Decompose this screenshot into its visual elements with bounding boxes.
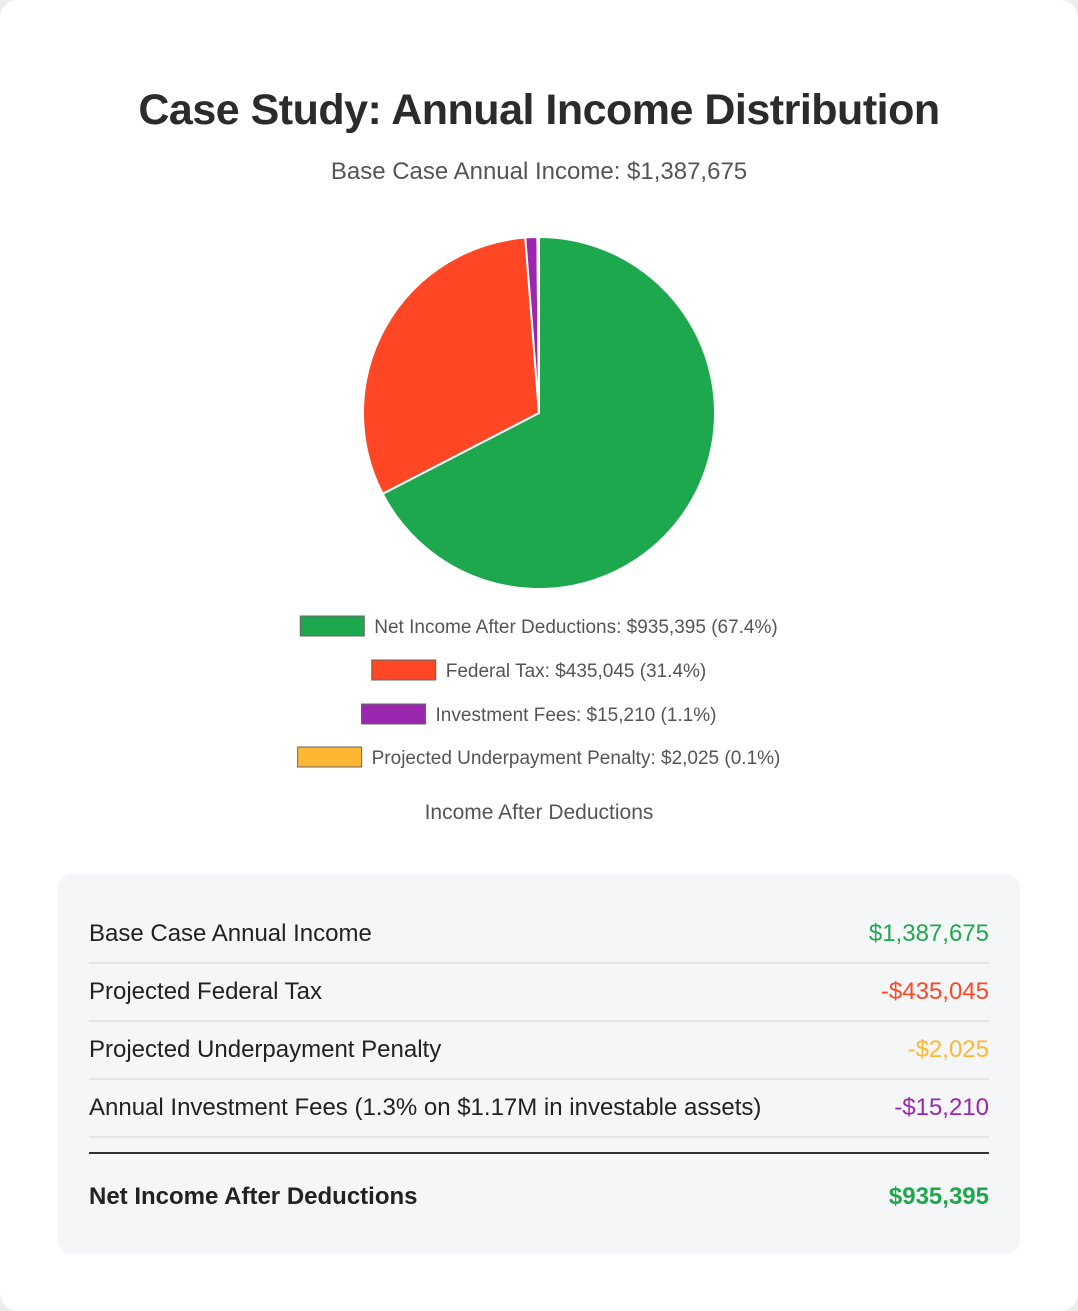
page-title: Case Study: Annual Income Distribution [138,86,940,134]
legend-item: Net Income After Deductions: $935,395 (6… [299,615,778,638]
pie-slice-0 [381,235,716,590]
legend-item: Federal Tax: $435,045 (31.4%) [371,659,707,682]
chart-caption: Income After Deductions [424,801,654,824]
page-subtitle: Base Case Annual Income: $1,387,675 [330,158,748,185]
row-value: $1,387,675 [868,920,989,947]
summary-row-investment-fees: Annual Investment Fees (1.3% on $1.17M i… [89,1080,989,1138]
summary-table: Base Case Annual Income $1,387,675 Proje… [58,874,1020,1254]
total-divider [89,1152,989,1154]
row-label: Projected Federal Tax [89,978,323,1005]
legend-label: Projected Underpayment Penalty: $2,025 (… [372,748,781,769]
row-value: -$435,045 [880,978,989,1005]
row-label: Projected Underpayment Penalty [89,1036,442,1063]
total-label: Net Income After Deductions [89,1183,418,1210]
summary-row-total: Net Income After Deductions $935,395 [89,1168,989,1226]
summary-row-penalty: Projected Underpayment Penalty -$2,025 [89,1022,989,1080]
legend-swatch [297,746,363,768]
legend-swatch [361,703,427,725]
pie-chart: Net Income After Deductions: $935,395 (6… [297,235,781,769]
legend-swatch [299,615,365,637]
legend-label: Federal Tax: $435,045 (31.4%) [446,661,707,682]
row-label: Base Case Annual Income [89,920,372,947]
legend-item: Investment Fees: $15,210 (1.1%) [361,703,717,726]
total-value: $935,395 [888,1183,989,1210]
legend-label: Investment Fees: $15,210 (1.1%) [436,705,717,726]
row-label: Annual Investment Fees (1.3% on $1.17M i… [89,1094,762,1121]
row-value: -$15,210 [894,1094,989,1121]
row-value: -$2,025 [907,1036,989,1063]
pie-slice-1 [362,236,541,496]
pie-slice-3 [536,235,540,414]
summary-row-income: Base Case Annual Income $1,387,675 [89,906,989,964]
legend-label: Net Income After Deductions: $935,395 (6… [374,617,777,638]
legend-swatch [371,659,437,681]
legend-item: Projected Underpayment Penalty: $2,025 (… [297,746,781,769]
summary-row-federal-tax: Projected Federal Tax -$435,045 [89,964,989,1022]
